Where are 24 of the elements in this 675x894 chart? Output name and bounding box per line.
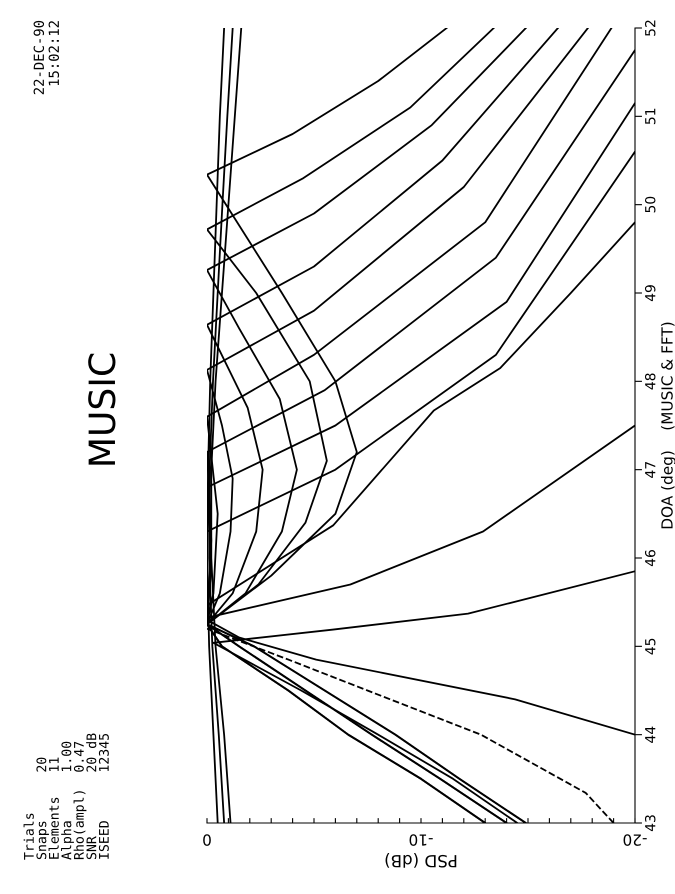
y-tick-label: 47 [645,462,656,478]
text: 15:02:12 [48,21,60,86]
text: Elements 11 [48,758,59,859]
text: Trials [24,814,34,860]
y-tick-label: 46 [644,550,656,566]
x-tick-label: -20 [624,834,647,846]
y-tick-label: 43 [644,815,656,832]
y-tick-label: 49 [644,285,656,302]
x-tick-label: -10 [410,834,433,846]
y-tick-label: 50 [644,196,656,212]
y-tick-label: 48 [644,373,656,390]
text: MUSIC [88,354,116,465]
text: SNR 20 dB [86,734,96,860]
y-tick-label: 44 [645,726,656,743]
text: Rho(ampl) 0.47 [74,742,86,860]
y-tick-label: 52 [644,20,656,36]
y-tick-label: 45 [645,638,656,654]
x-axis-title: PSD (dB) [386,852,456,868]
y-tick-label: 51 [645,108,656,124]
text: ISEED 12345 [98,734,109,859]
text: 22-DEC-90 [34,20,44,94]
x-tick-label: 0 [203,834,211,846]
text: Snaps 20 [36,758,49,860]
text: Alpha 1.00 [61,742,74,860]
